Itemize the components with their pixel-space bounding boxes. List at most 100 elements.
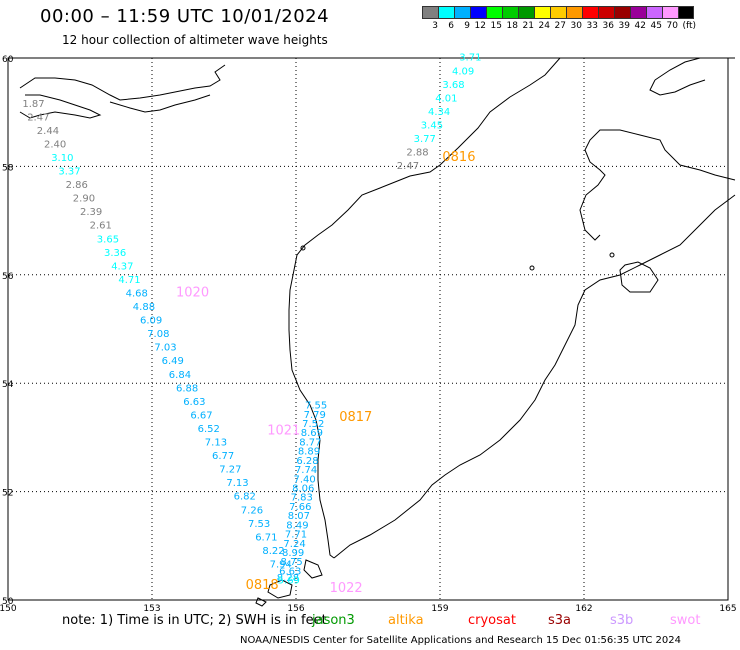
legend-label: 9 <box>464 21 470 31</box>
swh-value: 4.34 <box>428 107 450 118</box>
swh-value: 2.44 <box>37 126 59 137</box>
swh-value: 4.09 <box>452 66 474 77</box>
footer-credit: NOAA/NESDIS Center for Satellite Applica… <box>240 635 682 646</box>
legend-label: 21 <box>522 21 534 31</box>
lat-tick-label: 52 <box>2 489 13 499</box>
swh-value: 4.01 <box>435 93 457 104</box>
lon-tick-label: 153 <box>143 604 160 614</box>
swh-value: 8.06 <box>292 483 314 494</box>
swh-value: 6.77 <box>212 451 234 462</box>
swh-value: 8.75 <box>281 557 303 568</box>
lon-tick-label: 159 <box>431 604 448 614</box>
swh-value: 6.88 <box>176 383 198 394</box>
pass-time-label: 0818 <box>246 578 279 593</box>
swh-value: 2.47 <box>27 112 49 123</box>
swh-value: 2.40 <box>44 139 66 150</box>
legend-label: 70 <box>666 21 678 31</box>
map-frame <box>7 57 729 601</box>
legend-swatch <box>550 6 566 19</box>
legend-label: 15 <box>490 21 502 31</box>
legend-label: 36 <box>602 21 614 31</box>
legend-label: 3 <box>432 21 438 31</box>
map-grid: 150 153 156 159 162 165 60 58 56 54 52 50 <box>0 55 737 614</box>
swh-value: 7.52 <box>302 419 324 430</box>
swh-value: 7.83 <box>291 493 313 504</box>
swh-value: 7.03 <box>154 343 176 354</box>
swh-value: 4.68 <box>126 288 148 299</box>
legend-swatch <box>534 6 550 19</box>
kamchatka-west-coast <box>288 57 561 559</box>
lat-tick-label: 54 <box>2 380 14 390</box>
legend-swatch <box>678 6 694 19</box>
legend-swatch <box>582 6 598 19</box>
swh-value: 6.71 <box>255 532 277 543</box>
swh-value: 8.69 <box>301 428 323 439</box>
mission-s3b: s3b <box>610 613 634 628</box>
magadan-bay <box>109 94 211 113</box>
swh-value: 3.68 <box>442 80 464 91</box>
legend-label: 39 <box>618 21 630 31</box>
swh-value: 4.71 <box>118 275 140 286</box>
lat-tick-label: 58 <box>2 163 14 173</box>
legend-swatch <box>502 6 518 19</box>
legend-swatch <box>518 6 534 19</box>
swh-value: 7.66 <box>289 502 311 513</box>
swh-value: 7.55 <box>305 401 327 412</box>
swh-value: 3.10 <box>51 153 73 164</box>
pass-time-label: 1021 <box>267 424 300 439</box>
lon-tick-label: 156 <box>287 604 304 614</box>
swh-value: 8.28 <box>277 573 299 584</box>
mission-s3a: s3a <box>548 613 572 628</box>
swh-value: 6.82 <box>234 492 256 503</box>
swh-value: 8.07 <box>288 511 310 522</box>
legend-label: (ft) <box>682 21 696 31</box>
legend-swatch <box>646 6 662 19</box>
swh-value: 3.71 <box>459 53 481 64</box>
kamchatka-east-coast <box>333 194 736 559</box>
swh-value: 6.09 <box>140 316 162 327</box>
swh-value: 4.37 <box>111 261 133 272</box>
magadan-coast <box>19 64 226 101</box>
legend-swatch <box>470 6 486 19</box>
swh-value: 3.36 <box>104 248 126 259</box>
swh-value: 3.45 <box>421 120 443 131</box>
swh-value: 7.24 <box>283 539 305 550</box>
legend-swatch <box>438 6 454 19</box>
lon-tick-label: 150 <box>0 604 17 614</box>
swh-value: 2.86 <box>66 180 88 191</box>
page-title: 00:00 – 11:59 UTC 10/01/2024 <box>40 6 330 27</box>
legend-label: 12 <box>474 21 486 31</box>
northeast-coast <box>579 129 736 241</box>
swh-value: 1.87 <box>22 99 44 110</box>
islet <box>300 245 306 251</box>
swh-value: 6.52 <box>198 424 220 435</box>
swh-value: 8.77 <box>299 437 321 448</box>
kuril-island-1 <box>303 559 323 579</box>
swh-value: 8.99 <box>282 548 304 559</box>
legend-labels: 3 6 9 12 15 18 21 24 27 30 33 36 39 42 45 70 (ft) <box>422 21 696 31</box>
bay-coast <box>619 261 659 293</box>
swh-value: 6.63 <box>279 566 301 577</box>
swh-value: 8.22 <box>262 546 284 557</box>
swh-value: 6.49 <box>162 356 184 367</box>
swh-value: 6.67 <box>190 410 212 421</box>
swh-value: 7.94 <box>270 559 292 570</box>
swh-value: 7.27 <box>219 465 241 476</box>
wave-height-legend: 3 6 9 12 15 18 21 24 27 30 33 36 39 42 45 70 (ft) <box>422 6 696 31</box>
mission-altika: altika <box>388 613 424 628</box>
lat-tick-label: 50 <box>2 597 14 607</box>
swh-value: 7.79 <box>304 410 326 421</box>
swh-value: 7.71 <box>285 530 307 541</box>
legend-swatch <box>630 6 646 19</box>
lat-tick-label: 56 <box>2 272 14 282</box>
lon-tick-label: 162 <box>575 604 592 614</box>
swh-value: 7.40 <box>294 474 316 485</box>
swh-value: 2.39 <box>80 207 102 218</box>
swh-value: 7.26 <box>241 505 263 516</box>
kuril-island-2 <box>267 579 293 599</box>
coastline <box>19 57 736 607</box>
legend-label: 45 <box>650 21 662 31</box>
swh-value: 7.08 <box>147 329 169 340</box>
swh-value: 8.49 <box>286 520 308 531</box>
